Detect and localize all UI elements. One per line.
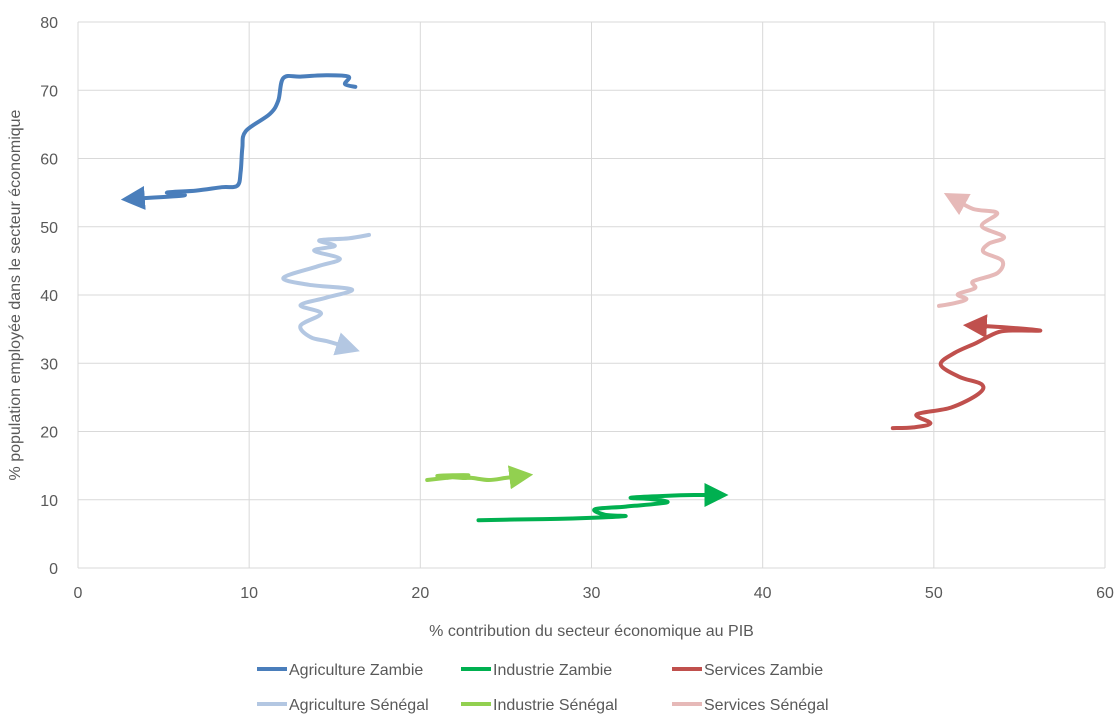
legend: Agriculture Zambie Industrie Zambie Servic… (257, 662, 829, 714)
y-axis-title: % population employée dans le secteur éc… (7, 109, 24, 480)
legend-item: Agriculture Zambie (257, 662, 423, 679)
series-line-0 (120, 73, 358, 210)
legend-item: Agriculture Sénégal (257, 697, 429, 714)
series-line-1 (476, 482, 729, 523)
y-tick-label: 70 (40, 83, 58, 100)
legend-label: Industrie Sénégal (493, 697, 618, 714)
y-tick-label: 30 (40, 356, 58, 373)
gridlines (77, 21, 1106, 569)
tick-labels: 0 10 20 30 40 50 60 0 10 20 30 40 50 60 70 80 (40, 15, 1114, 602)
x-tick-label: 60 (1096, 585, 1114, 602)
x-axis-title: % contribution du secteur économique au … (429, 623, 754, 640)
x-tick-label: 50 (925, 585, 943, 602)
y-tick-label: 50 (40, 220, 58, 237)
y-tick-label: 40 (40, 288, 58, 305)
x-tick-label: 40 (754, 585, 772, 602)
legend-item: Industrie Sénégal (461, 697, 618, 714)
legend-item: Services Zambie (672, 662, 823, 679)
series-line-2 (890, 314, 1043, 431)
x-tick-label: 30 (583, 585, 601, 602)
series-lines (120, 73, 1043, 523)
legend-item: Services Sénégal (672, 697, 829, 714)
y-tick-label: 80 (40, 15, 58, 32)
y-tick-label: 20 (40, 425, 58, 442)
x-tick-label: 20 (411, 585, 429, 602)
x-tick-label: 0 (74, 585, 83, 602)
x-tick-label: 10 (240, 585, 258, 602)
legend-label: Agriculture Sénégal (289, 697, 429, 714)
y-tick-label: 0 (49, 561, 58, 578)
legend-label: Industrie Zambie (493, 662, 612, 679)
legend-label: Agriculture Zambie (289, 662, 423, 679)
series-line-4 (425, 465, 534, 490)
legend-label: Services Zambie (704, 662, 823, 679)
series-line-5 (937, 193, 1006, 308)
legend-item: Industrie Zambie (461, 662, 612, 679)
series-line-3 (281, 232, 371, 356)
legend-label: Services Sénégal (704, 697, 829, 714)
y-tick-label: 60 (40, 152, 58, 169)
y-tick-label: 10 (40, 493, 58, 510)
